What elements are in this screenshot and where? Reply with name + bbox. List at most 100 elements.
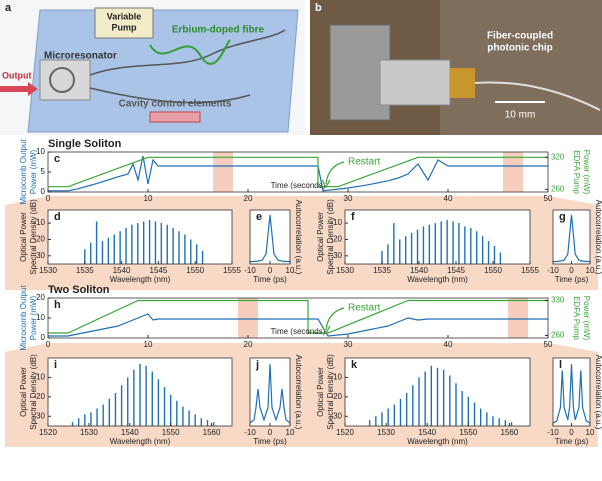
y-tick-label: 10 xyxy=(36,313,45,322)
annotation-arrow xyxy=(325,161,345,185)
x-tick-label: -10 xyxy=(547,266,559,275)
y-tick-label: -30 xyxy=(330,411,342,420)
control-element xyxy=(149,111,201,123)
x-tick-label: -10 xyxy=(547,428,559,437)
panel-label: e xyxy=(256,211,262,223)
scale-label: 10 mm xyxy=(505,110,536,121)
x-tick-label: 40 xyxy=(444,194,453,203)
panel-label: l xyxy=(559,359,562,371)
ferrule xyxy=(450,68,475,98)
plot-area xyxy=(48,298,548,338)
x-axis-label: Time (ps) xyxy=(555,275,589,284)
resonator-chip xyxy=(39,59,91,101)
pump-box xyxy=(94,7,154,39)
pump-label: Pump xyxy=(111,22,137,32)
x-tick-label: 1520 xyxy=(39,428,57,437)
y-axis-label: Optical Power xyxy=(316,212,325,262)
y2-axis-label: Power (mW) xyxy=(582,296,591,341)
data-line xyxy=(250,214,290,263)
highlight xyxy=(238,298,258,338)
y2-tick-label: 260 xyxy=(551,184,565,193)
y-axis-label: Autocorrelation (a.u.) xyxy=(594,355,602,430)
x-tick-label: 0 xyxy=(569,428,574,437)
y-axis-label: Optical Power xyxy=(19,367,28,417)
panel-b: b Fiber-coupled photonic chip 10 mm xyxy=(310,0,602,135)
x-tick-label: 1560 xyxy=(203,428,221,437)
x-tick-label: 10 xyxy=(286,266,295,275)
y2-axis-label: EDFA Pump xyxy=(572,296,581,340)
y-axis-label: Autocorrelation (a.u.) xyxy=(294,355,303,430)
data-line xyxy=(48,155,548,192)
x-tick-label: 50 xyxy=(544,194,553,203)
caption: Fiber-coupled xyxy=(487,31,553,42)
x-axis-label: Wavelength (nm) xyxy=(110,437,171,446)
y-tick-label: -10 xyxy=(33,373,45,382)
y-tick-label: 10 xyxy=(36,147,45,156)
x-axis-label: Time (ps) xyxy=(253,437,287,446)
arrow-head xyxy=(321,325,331,335)
highlight xyxy=(508,298,528,338)
x-tick-label: 1550 xyxy=(186,266,204,275)
highlight xyxy=(503,152,523,192)
x-tick-label: 0 xyxy=(268,428,273,437)
x-axis-label: Wavelength (nm) xyxy=(407,437,468,446)
control-label: Cavity control elements xyxy=(119,99,232,110)
y-tick-label: 20 xyxy=(36,293,45,302)
x-axis-label: Time (ps) xyxy=(253,275,287,284)
x-tick-label: 1520 xyxy=(336,428,354,437)
y-tick-label: -30 xyxy=(330,251,342,260)
x-tick-label: 1545 xyxy=(150,266,168,275)
x-axis-label: Time (seconds) xyxy=(271,327,326,336)
pump-label: Variable xyxy=(107,11,142,21)
panel-label: i xyxy=(54,359,57,371)
panel-a: a Variable Pump Erbium-doped fibre Micro… xyxy=(0,0,305,135)
plot-frame xyxy=(47,209,233,265)
x-tick-label: 0 xyxy=(46,340,51,349)
y-tick-label: -20 xyxy=(330,392,342,401)
x-tick-label: 10 xyxy=(144,340,153,349)
x-tick-label: 1530 xyxy=(80,428,98,437)
ring xyxy=(49,67,75,93)
y-tick-label: -10 xyxy=(330,373,342,382)
x-tick-label: 1555 xyxy=(223,266,241,275)
x-tick-label: 1550 xyxy=(459,428,477,437)
x-tick-label: 10 xyxy=(144,194,153,203)
x-tick-label: 0 xyxy=(268,266,273,275)
x-tick-label: 1550 xyxy=(162,428,180,437)
plot-area xyxy=(345,210,530,264)
y-axis-label: Spectral Density (dB) xyxy=(29,199,38,275)
data-line xyxy=(249,364,291,424)
data-line xyxy=(48,313,548,337)
caption: photonic chip xyxy=(487,43,553,54)
y2-tick-label: 260 xyxy=(551,331,565,340)
y-axis-label: Spectral Density (dB) xyxy=(326,199,335,275)
y-tick-label: -10 xyxy=(330,218,342,227)
y-axis-label: Optical Power xyxy=(19,212,28,262)
x-tick-label: 1555 xyxy=(521,266,539,275)
y-axis-label: Spectral Density (dB) xyxy=(29,354,38,430)
fibre-label: Erbium-doped fibre xyxy=(172,25,265,36)
output-label: Output xyxy=(2,70,32,80)
x-tick-label: 1530 xyxy=(377,428,395,437)
y-tick-label: -20 xyxy=(330,235,342,244)
y-axis-label: Spectral Density (dB) xyxy=(326,354,335,430)
connector xyxy=(379,59,451,106)
resonator-label: Microresonator xyxy=(44,51,117,62)
x-axis-label: Time (ps) xyxy=(555,437,589,446)
y-tick-label: 0 xyxy=(41,187,46,196)
y-tick-label: 5 xyxy=(41,167,46,176)
x-tick-label: 1560 xyxy=(501,428,519,437)
x-tick-label: 10 xyxy=(586,428,595,437)
plot-frame xyxy=(344,209,531,265)
section-title: Single Soliton xyxy=(48,138,122,150)
plot-area xyxy=(48,152,548,192)
x-tick-label: 1540 xyxy=(113,266,131,275)
panel-label: d xyxy=(54,211,61,223)
annotation: Restart xyxy=(348,157,380,168)
y-axis-label: Autocorrelation (a.u.) xyxy=(594,200,602,275)
x-tick-label: 20 xyxy=(244,194,253,203)
fibre xyxy=(89,87,251,104)
x-tick-label: 1540 xyxy=(410,266,428,275)
y-axis-label: Microcomb Output xyxy=(19,139,28,205)
x-tick-label: 20 xyxy=(244,340,253,349)
